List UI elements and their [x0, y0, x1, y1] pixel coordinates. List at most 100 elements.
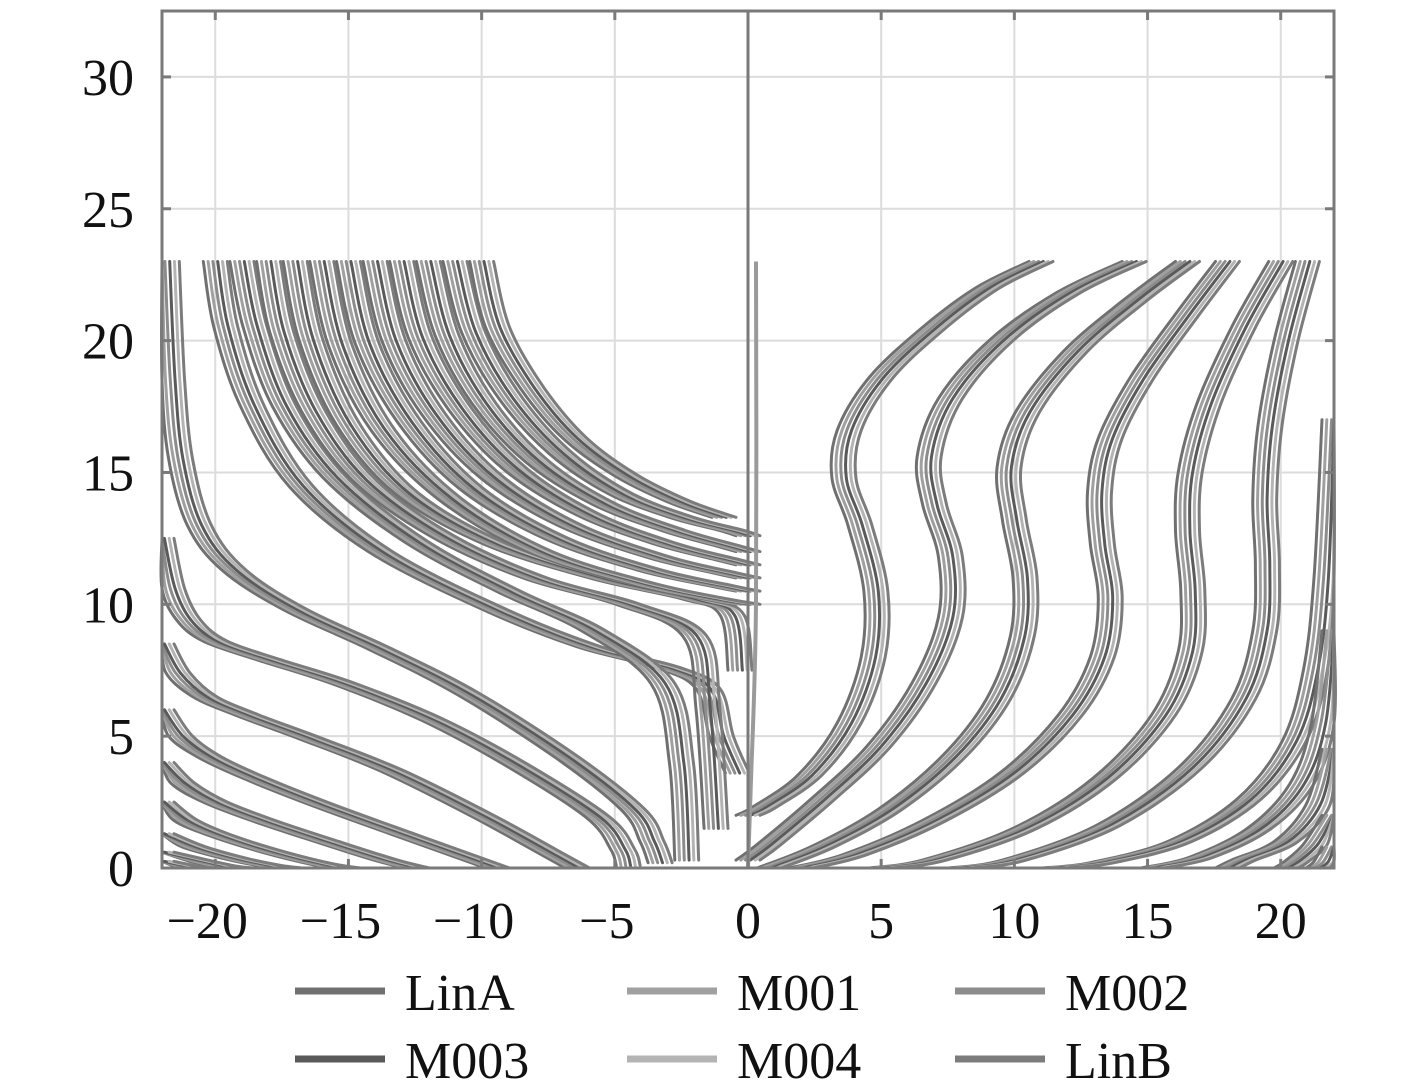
series-line-M004: [753, 260, 1143, 862]
series-line-LinB: [971, 260, 1321, 870]
series-line-M003: [162, 708, 502, 870]
series-line-LinA: [160, 642, 567, 870]
series-line-LinA: [201, 260, 727, 775]
trajectory-curves: [159, 260, 1337, 870]
legend-label-LinB: LinB: [1065, 1033, 1172, 1087]
series-line-LinA: [228, 260, 677, 862]
series-line-M001: [1277, 813, 1329, 870]
series-line-LinA: [255, 260, 706, 830]
series-line-M003: [168, 260, 664, 865]
series-line-M002: [744, 260, 1041, 817]
series-line-M002: [163, 260, 660, 865]
series-line-M004: [1291, 813, 1336, 870]
x-tick-label: 10: [988, 893, 1040, 950]
series-line-M001: [233, 260, 681, 862]
series-line-M003: [162, 536, 632, 867]
series-line-M001: [472, 260, 719, 519]
series-line-M002: [211, 260, 737, 775]
series-line-M001: [760, 260, 1182, 870]
series-line-M003: [882, 260, 1285, 870]
series-line-M003: [482, 260, 728, 519]
y-tick-label: 5: [108, 709, 134, 766]
series-line-LinB: [358, 260, 762, 593]
series-line-M004: [807, 260, 1237, 870]
series-line-LinB: [811, 260, 1241, 870]
series-line-LinB: [758, 260, 1055, 817]
y-tick-label: 0: [108, 841, 134, 898]
series-line-M004: [247, 260, 696, 862]
series-line-LinB: [438, 260, 762, 554]
series-line-LinB: [225, 260, 751, 775]
series-line-LinB: [332, 260, 762, 606]
series-line-LinB: [279, 260, 730, 830]
series-line-LinA: [1214, 747, 1324, 870]
series-line-M004: [167, 708, 507, 870]
x-tick-label: 15: [1122, 893, 1174, 950]
series-line-LinB: [172, 642, 591, 870]
series-line-M004: [775, 260, 1197, 870]
series-line-LinB: [172, 800, 362, 870]
series-line-M001: [739, 260, 1129, 862]
x-tick-labels: −20 −15 −10 −5 0 5 10 15 20: [167, 893, 1307, 950]
series-line-M003: [1228, 747, 1336, 870]
series-line-M002: [1149, 629, 1334, 870]
series-line-M004: [966, 260, 1317, 870]
series-line-M004: [221, 260, 746, 775]
series-line-M003: [1287, 813, 1336, 870]
series-line-M002: [160, 536, 628, 867]
x-tick-label: 0: [735, 893, 761, 950]
series-line-M001: [160, 260, 655, 865]
series-line-M001: [872, 260, 1275, 870]
series-line-M004: [1158, 629, 1336, 870]
y-tick-labels: 0 5 10 15 20 25 30: [82, 50, 134, 898]
series-line-LinB: [172, 536, 642, 867]
series-line-LinB: [779, 260, 1201, 870]
x-tick-label: 5: [868, 893, 894, 950]
series-line-LinA: [755, 260, 1177, 870]
series-line-M003: [242, 260, 691, 862]
series-line-LinB: [412, 260, 762, 567]
series-line-M004: [167, 642, 587, 870]
series-line-LinA: [1139, 629, 1324, 870]
legend-label-M002: M002: [1065, 965, 1189, 1022]
legend-label-M001: M001: [737, 965, 861, 1022]
series-line-LinB: [385, 260, 762, 580]
series-line-M002: [1282, 813, 1334, 870]
series-line-M004: [886, 260, 1290, 870]
series-line-LinA: [734, 260, 1124, 862]
series-line-M001: [160, 708, 492, 870]
series-line-LinA: [734, 260, 1031, 817]
series-line-LinA: [468, 260, 714, 519]
series-line-LinA: [947, 260, 1297, 870]
x-tick-label: −10: [433, 893, 514, 950]
series-line-LinB: [172, 761, 432, 870]
series-line-LinA: [159, 536, 618, 867]
series-line-M003: [748, 260, 1139, 862]
series-line-M002: [1223, 747, 1334, 870]
center-trajectory: [746, 261, 759, 869]
x-tick-label: −15: [300, 893, 381, 950]
series-line-M001: [259, 260, 711, 830]
series-line-M001: [1218, 747, 1329, 870]
series-line-M001: [792, 260, 1222, 870]
x-tick-label: 20: [1255, 893, 1307, 950]
series-line-M001: [160, 642, 572, 870]
series-line-LinB: [177, 260, 674, 865]
y-tick-label: 10: [82, 577, 134, 634]
series-line-LinA: [867, 260, 1271, 870]
series-line-M002: [877, 260, 1280, 870]
series-line-M001: [952, 260, 1302, 870]
series-line-M003: [216, 260, 742, 775]
series-line-LinA: [160, 260, 650, 865]
series-line-M004: [753, 260, 1050, 817]
series-line-LinA: [160, 708, 488, 870]
series-line-M001: [1144, 629, 1329, 870]
y-tick-label: 25: [82, 182, 134, 239]
series-line-M003: [802, 260, 1232, 870]
series-line-LinB: [758, 260, 1148, 862]
series-line-M003: [1153, 629, 1336, 870]
series-line-M002: [264, 260, 716, 830]
series-line-M002: [744, 260, 1134, 862]
series-line-M004: [487, 260, 733, 519]
